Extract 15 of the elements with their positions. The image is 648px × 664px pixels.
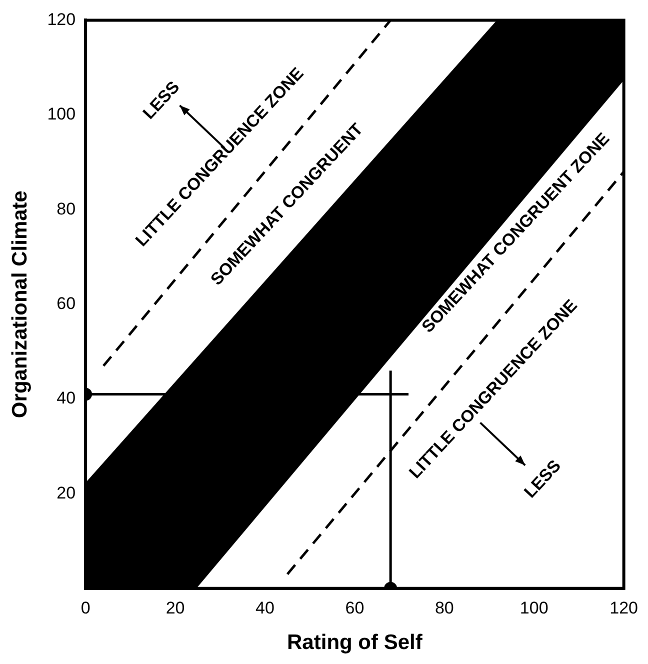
y-tick-label: 80 — [56, 199, 76, 218]
y-tick-label: 60 — [56, 294, 76, 313]
x-axis-title: Rating of Self — [287, 631, 424, 654]
x-tick-label: 80 — [434, 598, 454, 618]
y-tick-label: 120 — [47, 10, 76, 29]
x-tick-label: 100 — [520, 598, 548, 618]
x-tick-label: 40 — [256, 598, 274, 618]
x-tick-label: 0 — [80, 598, 90, 618]
x-tick-label: 20 — [166, 598, 185, 618]
y-tick-label: 20 — [56, 483, 76, 502]
x-tick-label: 60 — [345, 598, 364, 618]
y-tick-label: 40 — [56, 388, 76, 408]
y-axis-title: Organizational Climate — [8, 190, 32, 418]
x-tick-label: 120 — [610, 598, 638, 618]
y-tick-label: 100 — [47, 104, 76, 124]
